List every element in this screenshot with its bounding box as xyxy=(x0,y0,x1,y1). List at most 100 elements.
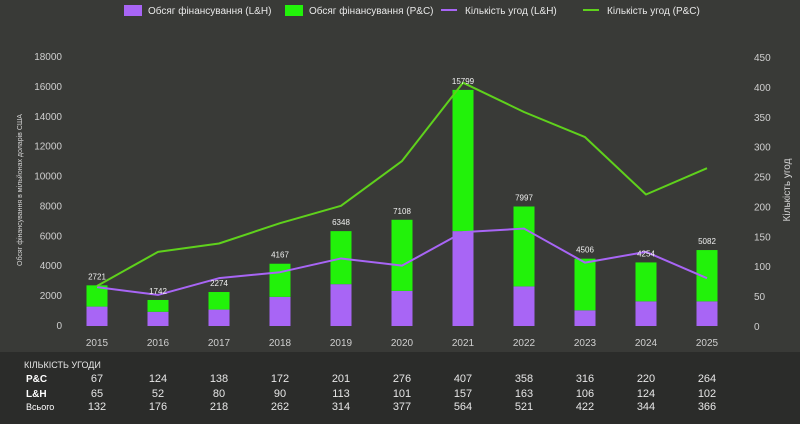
bar-lh xyxy=(452,231,474,326)
x-tick: 2021 xyxy=(452,338,475,349)
y-tick-label: 10000 xyxy=(34,172,62,183)
bar-pc xyxy=(635,262,657,302)
bar-pc xyxy=(86,285,108,307)
x-tick-label: 2020 xyxy=(391,338,414,349)
legend-item: Кількість угод (P&C) xyxy=(583,6,700,17)
bar-pc xyxy=(391,219,413,291)
y-tick: 12000 xyxy=(34,142,62,153)
table-cell: 124 xyxy=(637,388,655,400)
total-label: 15799 xyxy=(452,77,475,86)
total-label: 5082 xyxy=(698,237,716,246)
legend-label: Обсяг фінансування (L&H) xyxy=(148,5,271,17)
y2-tick: 250 xyxy=(754,173,771,184)
legend-label: Кількість угод (P&C) xyxy=(607,6,700,17)
y2-tick: 300 xyxy=(754,143,771,154)
x-tick-label: 2015 xyxy=(86,338,109,349)
legend-item: Обсяг фінансування (L&H) xyxy=(124,5,271,17)
x-tick: 2016 xyxy=(147,338,170,349)
table-cell: 52 xyxy=(152,388,164,400)
x-tick: 2025 xyxy=(696,338,719,349)
y-tick: 0 xyxy=(56,321,62,332)
data-table: КІЛЬКІСТЬ УГОДИ P&C 67 124 138 172 201 276 407 3… xyxy=(0,352,800,424)
y2-tick-label: 400 xyxy=(754,83,771,94)
table-cell: 106 xyxy=(576,388,594,400)
y-tick-label: 8000 xyxy=(40,201,63,212)
x-tick: 2018 xyxy=(269,338,292,349)
table-cell: 316 xyxy=(576,373,594,385)
total-labels: 2721 1742 2274 4167 6348 7108 15799 7997 4506 425… xyxy=(88,77,716,296)
table-row: P&C 67 124 138 172 201 276 407 358 316 220 264 xyxy=(26,373,716,385)
y-tick-label: 2000 xyxy=(40,291,63,302)
y2-tick: 100 xyxy=(754,262,771,273)
legend-label: Обсяг фінансування (P&C) xyxy=(309,5,434,17)
bar-lh xyxy=(635,301,657,326)
bar-pc xyxy=(269,263,291,297)
table-cell: 220 xyxy=(637,373,655,385)
table-cell: 138 xyxy=(210,373,228,385)
table-cell: 176 xyxy=(149,401,167,413)
y-tick: 8000 xyxy=(40,201,63,212)
row-label: P&C xyxy=(26,374,47,385)
table-cell: 102 xyxy=(698,388,716,400)
table-cell: 377 xyxy=(393,401,411,413)
y-tick: 6000 xyxy=(40,231,63,242)
total-label: 2274 xyxy=(210,279,228,288)
y2-tick: 150 xyxy=(754,232,771,243)
y2-tick-label: 200 xyxy=(754,202,771,213)
y-axis-title: Обсяг фінансування в мільйонах доларів С… xyxy=(16,114,24,266)
bar-pc xyxy=(452,89,474,232)
table-cell: 366 xyxy=(698,401,716,413)
axes: 0200040006000800010000120001400016000180… xyxy=(34,52,771,349)
bar-lh xyxy=(330,284,352,326)
table-cell: 521 xyxy=(515,401,533,413)
legend: Обсяг фінансування (L&H) Обсяг фінансуван… xyxy=(124,5,700,17)
y2-tick-label: 100 xyxy=(754,262,771,273)
table-row: Всього 132 176 218 262 314 377 564 521 422 344 366 xyxy=(26,401,716,413)
y2-tick-label: 150 xyxy=(754,232,771,243)
y2-tick: 0 xyxy=(754,322,760,333)
y2-tick-label: 250 xyxy=(754,173,771,184)
x-tick: 2019 xyxy=(330,338,353,349)
legend-swatch xyxy=(124,5,142,16)
y2-tick-label: 300 xyxy=(754,143,771,154)
y-tick-label: 14000 xyxy=(34,112,62,123)
bar-pc xyxy=(696,250,718,302)
table-cell: 201 xyxy=(332,373,350,385)
total-label: 2721 xyxy=(88,272,106,281)
y-tick: 2000 xyxy=(40,291,63,302)
bar-lh xyxy=(391,290,413,326)
lines xyxy=(96,81,708,296)
table-cell: 172 xyxy=(271,373,289,385)
line-pc xyxy=(96,81,708,287)
x-tick-label: 2016 xyxy=(147,338,170,349)
x-tick: 2022 xyxy=(513,338,536,349)
y2-tick: 50 xyxy=(754,292,766,303)
total-label: 4167 xyxy=(271,251,289,260)
table-cell: 218 xyxy=(210,401,228,413)
legend-swatch xyxy=(285,5,303,16)
table-cell: 124 xyxy=(149,373,167,385)
bar-lh xyxy=(208,309,230,326)
chart: Обсяг фінансування (L&H) Обсяг фінансуван… xyxy=(16,5,793,349)
y2-axis-title: Кількість угод xyxy=(782,158,793,221)
y-tick-label: 18000 xyxy=(34,52,62,63)
x-tick: 2024 xyxy=(635,338,658,349)
bars xyxy=(86,89,718,326)
bar-lh xyxy=(513,286,535,326)
bar-pc xyxy=(147,299,169,312)
y-tick-label: 16000 xyxy=(34,82,62,93)
table-cell: 344 xyxy=(637,401,655,413)
table-cell: 262 xyxy=(271,401,289,413)
table-cell: 65 xyxy=(91,388,103,400)
x-tick: 2015 xyxy=(86,338,109,349)
y2-tick: 350 xyxy=(754,113,771,124)
y-tick-label: 12000 xyxy=(34,142,62,153)
table-cell: 80 xyxy=(213,388,225,400)
row-label: Всього xyxy=(26,402,54,412)
total-label: 1742 xyxy=(149,287,167,296)
bar-lh xyxy=(574,310,596,326)
table-cell: 163 xyxy=(515,388,533,400)
y-tick: 4000 xyxy=(40,261,63,272)
table-cell: 101 xyxy=(393,388,411,400)
line-lh xyxy=(96,227,708,296)
